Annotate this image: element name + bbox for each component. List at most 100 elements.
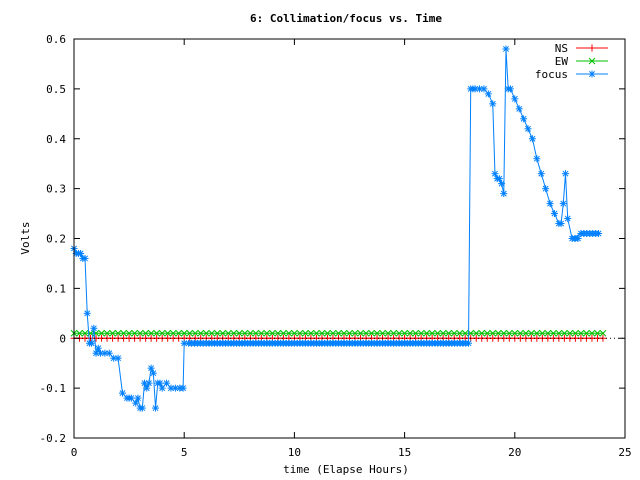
data-point-ew bbox=[461, 329, 469, 337]
marker-stroke bbox=[417, 329, 425, 337]
data-point-ew bbox=[120, 329, 127, 337]
axes: 0 5 10 15 20 25 -0.2 -0.1 0 0.1 0.2 0.3 0.4 0.5 0.6 bbox=[40, 33, 632, 459]
marker-stroke bbox=[434, 329, 442, 337]
data-point-ew bbox=[230, 329, 238, 337]
marker-stroke bbox=[158, 329, 166, 337]
marker-stroke bbox=[208, 329, 216, 337]
marker-stroke bbox=[505, 329, 513, 337]
data-point-ew bbox=[76, 329, 83, 337]
data-point-ew bbox=[505, 329, 513, 337]
data-point-ew bbox=[500, 329, 508, 337]
marker-stroke bbox=[324, 329, 331, 337]
data-point-focus bbox=[480, 85, 488, 93]
data-point-ew bbox=[340, 329, 348, 337]
marker-stroke bbox=[496, 175, 503, 182]
marker-stroke bbox=[550, 329, 557, 337]
data-point-ew bbox=[428, 329, 436, 337]
data-point-ew bbox=[577, 329, 585, 337]
marker-stroke bbox=[555, 329, 563, 337]
data-point-ew bbox=[511, 329, 519, 337]
marker-stroke bbox=[558, 220, 565, 227]
marker-stroke bbox=[335, 329, 342, 337]
marker-stroke bbox=[291, 329, 298, 337]
marker-stroke bbox=[269, 329, 276, 337]
series-line-focus bbox=[73, 48, 599, 409]
data-point-ew bbox=[379, 329, 386, 337]
data-point-ew bbox=[522, 329, 530, 337]
data-point-focus bbox=[515, 105, 523, 113]
y-tick-label: 0 bbox=[59, 332, 66, 345]
y-axis-label: Volts bbox=[19, 221, 32, 254]
marker-stroke bbox=[566, 329, 574, 337]
data-point-focus bbox=[81, 254, 89, 262]
marker-stroke bbox=[186, 329, 194, 337]
data-point-ew bbox=[241, 329, 249, 337]
marker-stroke bbox=[164, 329, 172, 337]
marker-stroke bbox=[351, 329, 359, 337]
data-point-focus bbox=[152, 404, 160, 412]
marker-stroke bbox=[572, 329, 579, 337]
data-point-focus bbox=[506, 85, 514, 93]
marker-stroke bbox=[346, 329, 353, 337]
x-tick-label: 15 bbox=[398, 446, 411, 459]
data-point-ew bbox=[153, 329, 161, 337]
marker-stroke bbox=[213, 329, 221, 337]
data-point-ew bbox=[263, 329, 271, 337]
marker-stroke bbox=[230, 329, 238, 337]
data-point-focus bbox=[574, 235, 582, 242]
marker-stroke bbox=[169, 329, 177, 337]
data-point-ew bbox=[373, 329, 381, 337]
data-point-focus bbox=[528, 135, 536, 143]
data-point-ew bbox=[439, 329, 447, 337]
marker-stroke bbox=[583, 329, 590, 337]
data-point-ew bbox=[175, 329, 183, 337]
data-point-focus bbox=[502, 45, 510, 53]
marker-stroke bbox=[153, 329, 161, 337]
marker-stroke bbox=[538, 170, 545, 177]
data-point-focus bbox=[595, 230, 603, 238]
marker-stroke bbox=[456, 329, 464, 337]
marker-stroke bbox=[525, 125, 531, 132]
x-tick-label: 20 bbox=[508, 446, 521, 459]
marker-stroke bbox=[472, 85, 479, 92]
marker-stroke bbox=[542, 185, 549, 192]
data-point-ew bbox=[169, 329, 177, 337]
marker-stroke bbox=[157, 380, 163, 387]
marker-stroke bbox=[95, 345, 102, 352]
marker-stroke bbox=[180, 385, 187, 392]
marker-stroke bbox=[252, 329, 260, 337]
marker-stroke bbox=[533, 155, 540, 162]
data-point-ew bbox=[274, 329, 282, 337]
marker-stroke bbox=[511, 329, 519, 337]
data-point-ew bbox=[136, 329, 144, 337]
data-point-ew bbox=[197, 329, 205, 337]
marker-stroke bbox=[106, 350, 113, 357]
marker-stroke bbox=[115, 355, 122, 362]
data-point-ew bbox=[544, 329, 552, 337]
data-point-focus bbox=[138, 404, 146, 412]
data-point-focus bbox=[167, 384, 175, 392]
marker-stroke bbox=[561, 329, 568, 337]
data-point-focus bbox=[114, 354, 122, 362]
marker-stroke bbox=[492, 170, 498, 177]
data-point-focus bbox=[564, 215, 572, 223]
data-point-ew bbox=[318, 329, 326, 337]
plot-area bbox=[70, 45, 607, 412]
marker-stroke bbox=[172, 385, 179, 392]
marker-stroke bbox=[520, 115, 527, 122]
marker-stroke bbox=[103, 329, 111, 337]
marker-stroke bbox=[82, 255, 88, 262]
y-tick-label: 0.1 bbox=[46, 282, 66, 295]
marker-stroke bbox=[483, 329, 491, 337]
x-tick-label: 10 bbox=[288, 446, 301, 459]
data-point-ew bbox=[109, 329, 116, 337]
legend-label-ns: NS bbox=[555, 42, 568, 55]
marker-stroke bbox=[599, 329, 607, 337]
data-point-focus bbox=[145, 379, 153, 387]
x-tick-label: 0 bbox=[71, 446, 78, 459]
marker-stroke bbox=[340, 329, 348, 337]
marker-stroke bbox=[159, 385, 166, 392]
marker-stroke bbox=[88, 340, 95, 347]
data-point-focus bbox=[88, 339, 96, 347]
marker-stroke bbox=[191, 329, 199, 337]
